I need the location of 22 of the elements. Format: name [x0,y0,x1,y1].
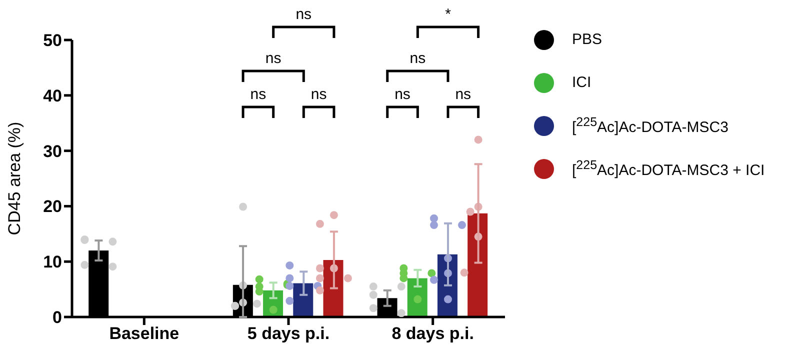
y-axis-title: CD45 area (%) [5,122,24,236]
legend-label: PBS [572,31,602,48]
annotation: ns [410,50,426,67]
x-tick-label: Baseline [109,324,180,344]
y-tick-label: 50 [43,31,62,50]
x-tick-label: 8 days p.i. [392,324,474,344]
y-tick-label: 40 [43,86,62,106]
x-tick-label: 5 days p.i. [247,324,330,344]
annotation: ns [394,86,410,103]
text: ns [296,6,312,23]
y-tick-label: 10 [43,252,62,272]
y-tick-label: 30 [43,142,62,161]
y-tick-label: 0 [52,308,62,328]
text: * [445,6,452,23]
legend-label: [$^{225}$Ac]Ac-DOTA-MSC3 [572,115,728,136]
annotation: ns [265,50,282,67]
legend-label: ICI [572,74,592,91]
annotation: ns [455,86,472,103]
annotation: ns [250,86,266,103]
y-tick-label: 20 [43,197,62,216]
legend-label: [$^{225}$Ac]Ac-DOTA-MSC3 + ICI [572,158,765,179]
annotation: ns [310,86,327,103]
